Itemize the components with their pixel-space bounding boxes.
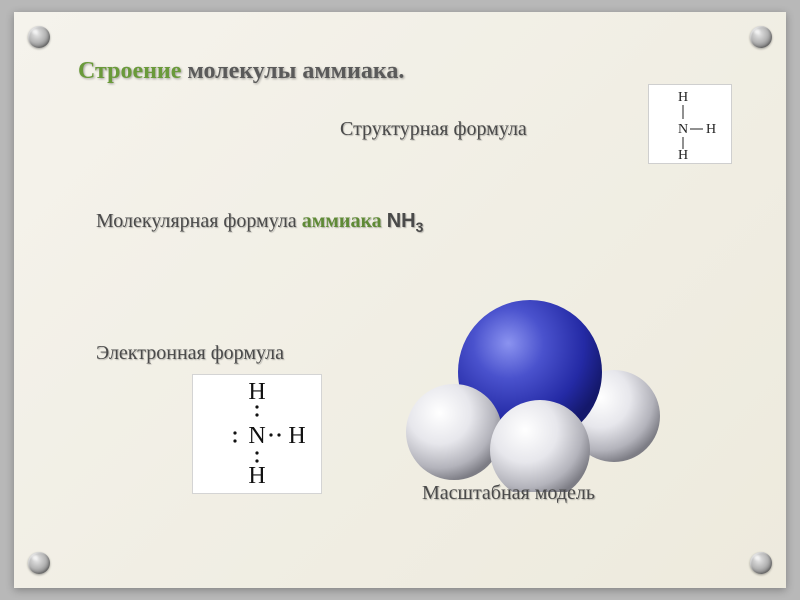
svg-text:H: H <box>678 148 688 159</box>
svg-text:H: H <box>706 122 716 137</box>
svg-text:H: H <box>248 463 265 489</box>
slide-frame: Строение молекулы аммиака. Структурная ф… <box>14 12 786 588</box>
slide-content: Строение молекулы аммиака. Структурная ф… <box>14 12 786 588</box>
label-structural-formula: Структурная формула <box>340 118 527 141</box>
label-electronic-formula: Электронная формула <box>96 342 284 365</box>
svg-text:H: H <box>288 423 305 449</box>
svg-text:N: N <box>248 423 265 449</box>
svg-text:N: N <box>678 122 688 137</box>
electronic-formula-diagram: H N H H <box>192 374 322 494</box>
slide-title: Строение молекулы аммиака. <box>78 58 722 85</box>
molecular-formula-text: NH3 <box>387 210 424 232</box>
structural-formula-diagram: H N H H <box>648 84 732 164</box>
space-filling-model <box>400 292 660 492</box>
label-scale-model: Масштабная модель <box>422 482 595 505</box>
title-word-2: молекулы аммиака. <box>187 58 404 84</box>
molecular-prefix: Молекулярная формула <box>96 210 302 232</box>
label-molecular-formula: Молекулярная формула аммиака NH3 <box>96 210 423 235</box>
molecular-compound: аммиака <box>302 210 382 232</box>
svg-text:H: H <box>678 90 688 105</box>
title-word-1: Строение <box>78 58 181 84</box>
svg-text:H: H <box>248 379 265 405</box>
